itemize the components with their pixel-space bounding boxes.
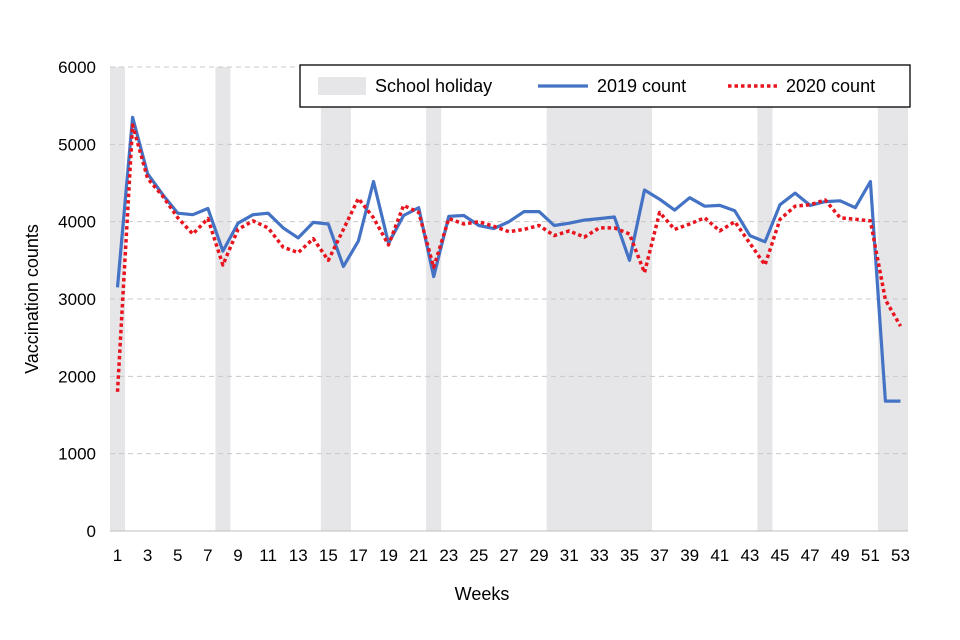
x-tick-label: 49 [831, 546, 850, 565]
x-tick-label: 9 [233, 546, 242, 565]
x-tick-label: 47 [801, 546, 820, 565]
x-tick-label: 39 [680, 546, 699, 565]
y-tick-label: 4000 [58, 213, 96, 232]
x-tick-label: 7 [203, 546, 212, 565]
legend-label-2019-count: 2019 count [597, 76, 686, 96]
school-holiday-band [110, 67, 126, 531]
x-tick-label: 51 [861, 546, 880, 565]
legend-swatch-school-holiday [318, 77, 366, 95]
x-tick-label: 21 [409, 546, 428, 565]
series-line-2020-count [115, 123, 903, 392]
x-tick-label: 17 [349, 546, 368, 565]
x-tick-label: 31 [560, 546, 579, 565]
legend-box [299, 64, 911, 108]
y-axis-title: Vaccination counts [22, 224, 42, 374]
y-tick-label: 2000 [58, 367, 96, 386]
x-tick-label: 1 [113, 546, 122, 565]
legend-label-2020-count: 2020 count [786, 76, 875, 96]
y-tick-label: 6000 [58, 58, 96, 77]
x-tick-label: 53 [891, 546, 910, 565]
x-tick-label: 37 [650, 546, 669, 565]
x-tick-label: 3 [143, 546, 152, 565]
y-tick-label: 1000 [58, 445, 96, 464]
x-tick-label: 41 [710, 546, 729, 565]
x-tick-label: 11 [259, 546, 277, 565]
y-tick-label: 0 [87, 522, 96, 541]
school-holiday-band [757, 67, 773, 531]
x-tick-label: 15 [319, 546, 338, 565]
x-tick-label: 43 [740, 546, 759, 565]
x-tick-label: 5 [173, 546, 182, 565]
x-axis-title: Weeks [455, 584, 510, 604]
x-tick-label: 23 [439, 546, 458, 565]
series-line-2019-count [115, 115, 901, 403]
school-holiday-band [426, 67, 442, 531]
y-tick-label: 3000 [58, 290, 96, 309]
x-tick-label: 25 [469, 546, 488, 565]
legend-label-school-holiday: School holiday [375, 76, 492, 96]
legend: School holiday 2019 count 2020 count [299, 64, 911, 108]
x-tick-label: 33 [590, 546, 609, 565]
x-tick-label: 29 [530, 546, 549, 565]
series-lines [115, 115, 903, 403]
x-tick-label: 13 [289, 546, 308, 565]
x-tick-label: 19 [379, 546, 398, 565]
x-tick-label: 27 [500, 546, 519, 565]
x-tick-label: 45 [771, 546, 790, 565]
y-tick-label: 5000 [58, 135, 96, 154]
x-tick-label: 35 [620, 546, 639, 565]
